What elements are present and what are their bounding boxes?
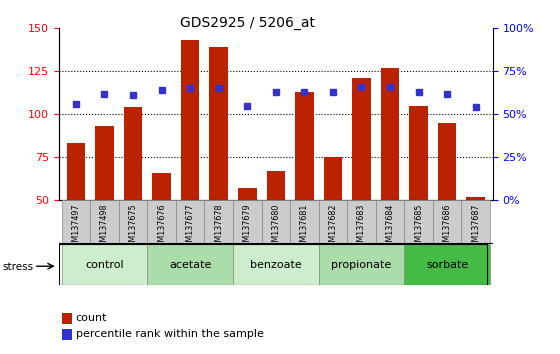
Bar	[433, 200, 461, 244]
Text: count: count	[76, 313, 107, 323]
Bar	[124, 107, 142, 286]
Bar	[466, 196, 485, 286]
Text: GSM137684: GSM137684	[385, 204, 394, 252]
Text: stress: stress	[3, 262, 34, 272]
Text: GSM137676: GSM137676	[157, 204, 166, 252]
Text: GSM137680: GSM137680	[271, 204, 281, 252]
Text: benzoate: benzoate	[250, 259, 302, 270]
Bar	[347, 200, 376, 244]
Bar	[204, 200, 233, 244]
Text: GSM137682: GSM137682	[328, 204, 338, 252]
Bar	[319, 200, 347, 244]
Bar	[181, 40, 199, 286]
Text: GSM137683: GSM137683	[357, 204, 366, 252]
Text: GSM137677: GSM137677	[186, 204, 195, 252]
Bar	[67, 143, 85, 286]
Text: GSM137675: GSM137675	[129, 204, 138, 252]
Text: GDS2925 / 5206_at: GDS2925 / 5206_at	[180, 16, 315, 30]
Text: sorbate: sorbate	[426, 259, 468, 270]
Bar	[90, 200, 119, 244]
Bar	[147, 244, 233, 285]
Bar	[319, 244, 404, 285]
Text: GSM137497: GSM137497	[72, 204, 81, 252]
Bar	[62, 200, 90, 244]
Bar	[95, 126, 114, 286]
Bar	[233, 200, 262, 244]
Text: GSM137679: GSM137679	[242, 204, 252, 252]
Bar	[147, 200, 176, 244]
Text: control: control	[85, 259, 124, 270]
Text: acetate: acetate	[169, 259, 211, 270]
Bar	[262, 200, 290, 244]
Bar	[290, 200, 319, 244]
Bar	[209, 47, 228, 286]
Bar	[62, 244, 147, 285]
Bar	[152, 172, 171, 286]
Text: GSM137681: GSM137681	[300, 204, 309, 252]
Text: GSM137687: GSM137687	[471, 204, 480, 252]
Bar	[176, 200, 204, 244]
Bar	[404, 244, 490, 285]
Text: GSM137498: GSM137498	[100, 204, 109, 252]
Bar	[238, 188, 256, 286]
Bar	[438, 123, 456, 286]
Text: GSM137685: GSM137685	[414, 204, 423, 252]
Bar	[461, 200, 490, 244]
Text: GSM137678: GSM137678	[214, 204, 223, 252]
Bar	[376, 200, 404, 244]
Bar	[295, 92, 314, 286]
Bar	[324, 157, 342, 286]
Text: propionate: propionate	[332, 259, 391, 270]
Bar	[381, 68, 399, 286]
Bar	[233, 244, 319, 285]
Bar	[119, 200, 147, 244]
Text: GSM137686: GSM137686	[442, 204, 451, 252]
Bar	[352, 78, 371, 286]
Bar	[404, 200, 433, 244]
Text: percentile rank within the sample: percentile rank within the sample	[76, 329, 263, 339]
Bar	[267, 171, 285, 286]
Bar	[409, 105, 428, 286]
